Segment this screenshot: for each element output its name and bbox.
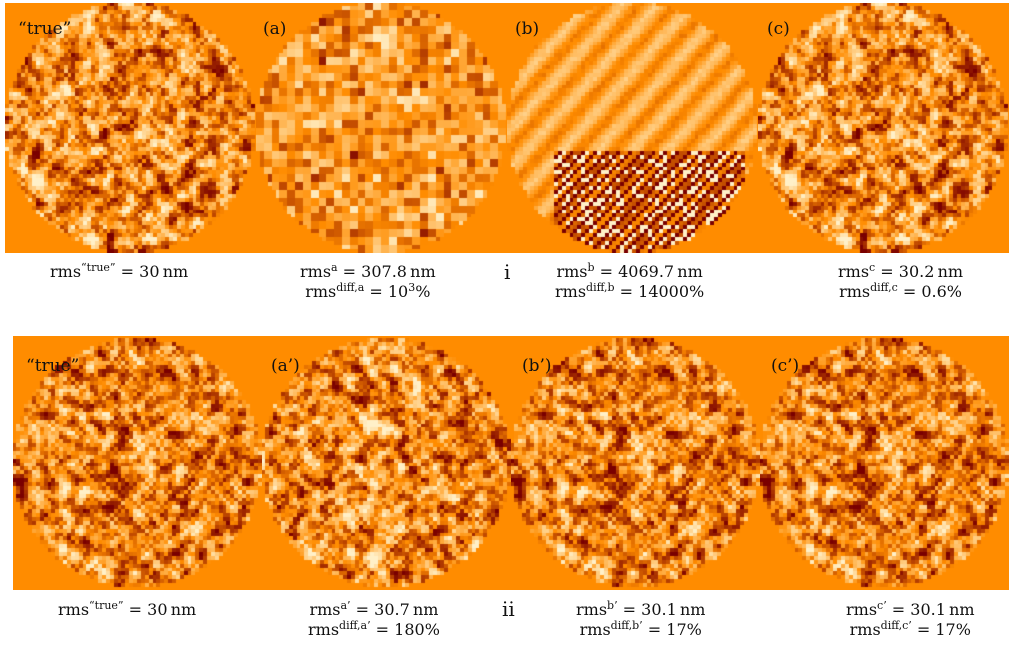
panel-label-c: (c) [767, 19, 790, 39]
surface-map-true-ii [13, 336, 262, 590]
rms-c: rmsc = 30.2 nm rmsdiff,c = 0.6% [838, 261, 964, 301]
rms-a-prime: rmsa’ = 30.7 nm rmsdiff,a’ = 180% [308, 599, 440, 639]
panel-label-b-prime: (b’) [522, 356, 552, 376]
surface-map-c [758, 3, 1009, 253]
surface-map-true-i [5, 3, 256, 253]
panel-label-a: (a) [263, 19, 287, 39]
panel-label-a-prime: (a’) [271, 356, 300, 376]
row-label-i: i [504, 260, 511, 284]
panel-label-true-i: “true” [18, 19, 72, 39]
rms-diff-c-prime: rmsdiff,c’ = 17% [849, 619, 971, 639]
panel-label-c-prime: (c’) [771, 356, 800, 376]
rms-c-prime: rmsc’ = 30.1 nm rmsdiff,c’ = 17% [846, 599, 975, 639]
rms-diff-c: rmsdiff,c = 0.6% [839, 281, 962, 301]
rms-a: rmsa = 307.8 nm rmsdiff,a = 103% [300, 261, 436, 301]
rms-diff-a-prime: rmsdiff,a’ = 180% [308, 619, 440, 639]
surface-map-b [507, 3, 758, 253]
panel-row-i: “true” (a) (b) (c) [5, 3, 1009, 253]
surface-map-b-prime [511, 336, 760, 590]
surface-map-a [256, 3, 507, 253]
rms-true-ii: rms“true” = 30 nm [58, 599, 197, 619]
panel-label-true-ii: “true” [26, 356, 80, 376]
row-label-ii: ii [502, 597, 515, 621]
rms-diff-b-prime: rmsdiff,b’ = 17% [579, 619, 702, 639]
rms-b: rmsb = 4069.7 nm rmsdiff,b = 14000% [555, 261, 705, 301]
rms-diff-a: rmsdiff,a = 103% [305, 281, 431, 301]
panel-row-ii: “true” (a’) (b’) (c’) [13, 336, 1009, 590]
surface-map-c-prime [760, 336, 1009, 590]
rms-true-i: rms“true” = 30 nm [50, 261, 189, 281]
panel-label-b: (b) [515, 19, 540, 39]
rms-diff-b: rmsdiff,b = 14000% [555, 281, 705, 301]
surface-map-a-prime [262, 336, 511, 590]
rms-b-prime: rmsb’ = 30.1 nm rmsdiff,b’ = 17% [576, 599, 706, 639]
